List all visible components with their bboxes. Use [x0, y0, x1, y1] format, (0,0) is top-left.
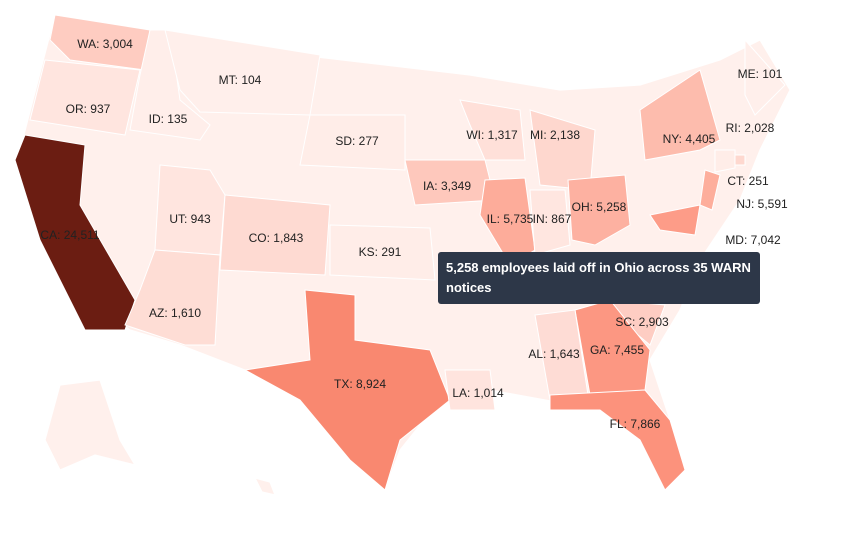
state [49, 14, 151, 71]
state-label: IL: 5,735 [487, 212, 534, 226]
state [744, 38, 786, 116]
state-label: NJ: 5,591 [736, 197, 788, 211]
state [734, 154, 746, 166]
state-label: TX: 8,924 [334, 377, 386, 391]
state [549, 389, 686, 491]
state [529, 189, 571, 256]
state [299, 114, 406, 171]
state [219, 194, 331, 276]
state [649, 204, 701, 236]
state-label: OR: 937 [66, 102, 111, 116]
state [154, 164, 226, 256]
state-label: CO: 1,843 [249, 231, 304, 245]
state-label: NY: 4,405 [663, 132, 716, 146]
state-label: LA: 1,014 [452, 386, 504, 400]
state-label: ID: 135 [149, 112, 188, 126]
state-label: IN: 867 [533, 212, 572, 226]
state-label: SD: 277 [335, 134, 379, 148]
state [124, 249, 221, 346]
state [639, 69, 721, 161]
state-label: IA: 3,349 [423, 179, 471, 193]
hawaii [253, 477, 276, 496]
state-label: MT: 104 [219, 73, 262, 87]
state-label: KS: 291 [359, 245, 402, 259]
state [329, 224, 436, 281]
state-label: MI: 2,138 [530, 128, 580, 142]
state-label: OH: 5,258 [572, 200, 627, 214]
state-label: WI: 1,317 [466, 128, 518, 142]
state-label: GA: 7,455 [590, 343, 644, 357]
state [29, 59, 141, 136]
state [444, 369, 496, 411]
state-label: RI: 2,028 [726, 121, 775, 135]
state [714, 149, 736, 173]
state-label: UT: 943 [169, 212, 211, 226]
tooltip: 5,258 employees laid off in Ohio across … [438, 252, 760, 304]
state [164, 29, 321, 116]
state [14, 134, 136, 331]
state-label: AL: 1,643 [528, 347, 580, 361]
state-label: CA: 24,511 [40, 228, 99, 242]
alaska [44, 379, 137, 471]
state [567, 174, 631, 246]
state [459, 99, 526, 161]
state-label: AZ: 1,610 [149, 306, 201, 320]
state [699, 169, 721, 211]
state-label: FL: 7,866 [610, 417, 661, 431]
state-label: WA: 3,004 [77, 37, 133, 51]
state [243, 289, 451, 491]
state-label: CT: 251 [727, 174, 769, 188]
state-label: MD: 7,042 [725, 233, 781, 247]
state-label: SC: 2,903 [615, 315, 669, 329]
state-label: ME: 101 [738, 67, 783, 81]
